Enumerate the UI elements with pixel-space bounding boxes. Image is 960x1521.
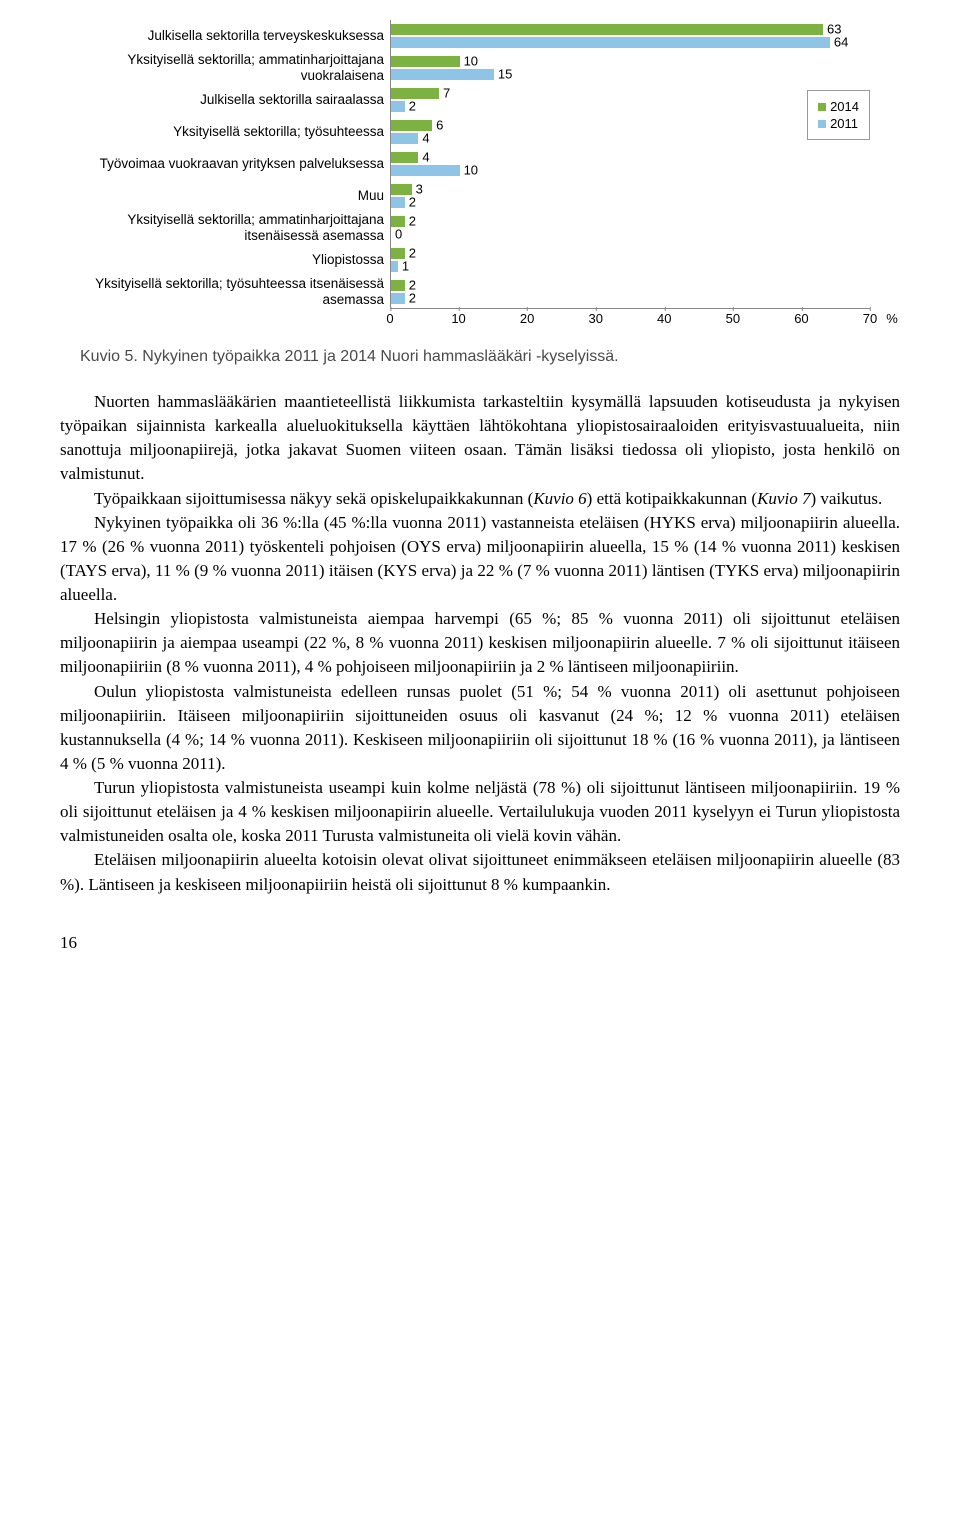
- axis-tick: 40: [657, 311, 671, 326]
- chart-row: Yksityisellä sektorilla; ammatinharjoitt…: [60, 212, 900, 244]
- legend-label: 2011: [830, 116, 858, 131]
- chart-category-label: Yksityisellä sektorilla; työsuhteessa it…: [60, 276, 390, 307]
- bar-value-label: 2: [409, 101, 416, 112]
- axis-tick: 0: [386, 311, 393, 326]
- legend-label: 2014: [830, 99, 859, 114]
- chart-row: Yksityisellä sektorilla; työsuhteessa 64: [60, 116, 900, 148]
- paragraph: Nykyinen työpaikka oli 36 %:lla (45 %:ll…: [60, 511, 900, 608]
- bar-2014: [391, 24, 823, 35]
- chart-category-label: Julkisella sektorilla terveyskeskuksessa: [60, 28, 390, 44]
- axis-unit-label: %: [886, 311, 898, 326]
- axis-tick: 10: [451, 311, 465, 326]
- chart-row: Julkisella sektorilla terveyskeskuksessa…: [60, 20, 900, 52]
- paragraph: Nuorten hammaslääkärien maantieteellistä…: [60, 390, 900, 487]
- bar-value-label: 10: [464, 56, 478, 67]
- chart-category-label: Muu: [60, 188, 390, 204]
- paragraph: Turun yliopistosta valmistuneista useamp…: [60, 776, 900, 848]
- paragraph: Helsingin yliopistosta valmistuneista ai…: [60, 607, 900, 679]
- axis-tick: 60: [794, 311, 808, 326]
- chart-row: Julkisella sektorilla sairaalassa 7 2: [60, 84, 900, 116]
- bar-2014: [391, 120, 432, 131]
- figure-caption: Kuvio 5. Nykyinen työpaikka 2011 ja 2014…: [80, 348, 900, 366]
- bar-value-label: 4: [422, 152, 429, 163]
- bar-2011: [391, 101, 405, 112]
- axis-tick: 50: [726, 311, 740, 326]
- bar-2014: [391, 248, 405, 259]
- legend-swatch: [818, 120, 826, 128]
- paragraph: Eteläisen miljoonapiirin alueelta kotois…: [60, 848, 900, 896]
- bar-2011: [391, 197, 405, 208]
- chart-kuvio-5: Julkisella sektorilla terveyskeskuksessa…: [60, 20, 900, 330]
- paragraph: Työpaikkaan sijoittumisessa näkyy sekä o…: [60, 487, 900, 511]
- chart-category-label: Työvoimaa vuokraavan yrityksen palveluks…: [60, 156, 390, 172]
- bar-2014: [391, 184, 412, 195]
- bar-value-label: 10: [464, 165, 478, 176]
- bar-value-label: 3: [416, 184, 423, 195]
- body-text: Nuorten hammaslääkärien maantieteellistä…: [60, 390, 900, 897]
- bar-value-label: 6: [436, 120, 443, 131]
- chart-legend: 2014 2011: [807, 90, 870, 140]
- bar-2011: [391, 261, 398, 272]
- bar-value-label: 2: [409, 293, 416, 304]
- bar-value-label: 15: [498, 69, 512, 80]
- axis-tick: 30: [588, 311, 602, 326]
- bar-value-label: 63: [827, 24, 841, 35]
- legend-item: 2014: [818, 99, 859, 114]
- bar-2011: [391, 165, 460, 176]
- chart-row: Yksityisellä sektorilla; työsuhteessa it…: [60, 276, 900, 308]
- bar-value-label: 7: [443, 88, 450, 99]
- chart-category-label: Yksityisellä sektorilla; ammatinharjoitt…: [60, 212, 390, 243]
- chart-row: Muu 32: [60, 180, 900, 212]
- chart-row: Työvoimaa vuokraavan yrityksen palveluks…: [60, 148, 900, 180]
- page-number: 16: [60, 933, 900, 953]
- bar-2014: [391, 56, 460, 67]
- axis-tick: 70: [863, 311, 877, 326]
- bar-2014: [391, 280, 405, 291]
- bar-value-label: 1: [402, 261, 409, 272]
- bar-value-label: 2: [409, 280, 416, 291]
- bar-2014: [391, 152, 418, 163]
- bar-2011: [391, 133, 418, 144]
- chart-category-label: Yliopistossa: [60, 252, 390, 268]
- chart-category-label: Yksityisellä sektorilla; työsuhteessa: [60, 124, 390, 140]
- bar-value-label: 0: [395, 229, 402, 240]
- bar-value-label: 2: [409, 216, 416, 227]
- bar-2011: [391, 69, 494, 80]
- bar-value-label: 64: [834, 37, 848, 48]
- chart-row: Yksityisellä sektorilla; ammatinharjoitt…: [60, 52, 900, 84]
- legend-item: 2011: [818, 116, 859, 131]
- bar-value-label: 4: [422, 133, 429, 144]
- chart-row: Yliopistossa 21: [60, 244, 900, 276]
- chart-category-label: Julkisella sektorilla sairaalassa: [60, 92, 390, 108]
- bar-2014: [391, 88, 439, 99]
- axis-tick: 20: [520, 311, 534, 326]
- legend-swatch: [818, 103, 826, 111]
- bar-value-label: 2: [409, 248, 416, 259]
- paragraph: Oulun yliopistosta valmistuneista edelle…: [60, 680, 900, 777]
- chart-category-label: Yksityisellä sektorilla; ammatinharjoitt…: [60, 52, 390, 83]
- bar-2011: [391, 37, 830, 48]
- bar-2011: [391, 293, 405, 304]
- bar-2014: [391, 216, 405, 227]
- bar-value-label: 2: [409, 197, 416, 208]
